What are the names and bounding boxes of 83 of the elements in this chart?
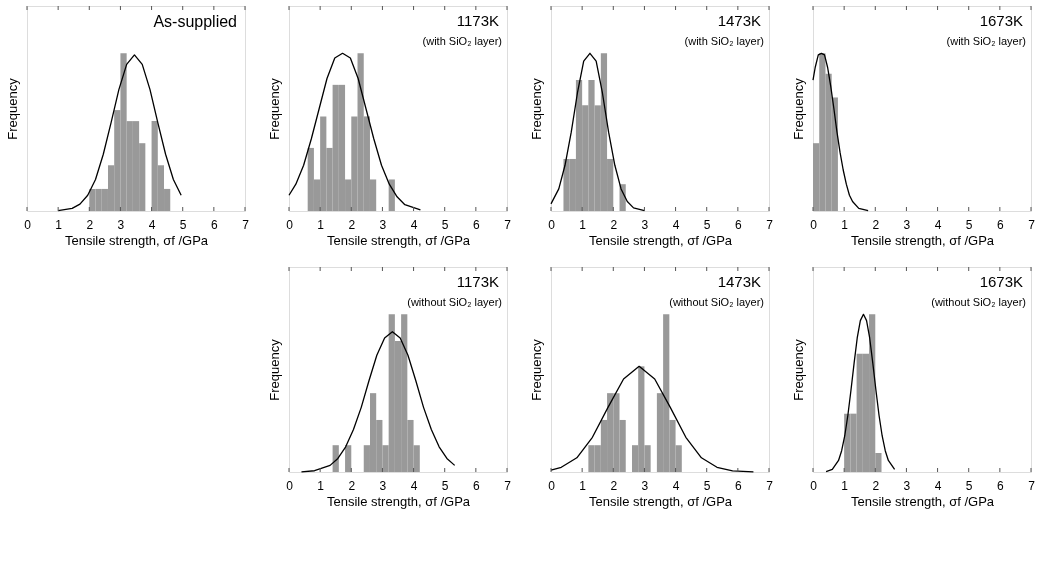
- x-tick-label: 1: [317, 478, 325, 493]
- y-axis-title: Frequency: [528, 77, 544, 140]
- x-tick-label: 1: [55, 217, 63, 232]
- x-tick-label: 0: [810, 478, 818, 493]
- x-tick-label: 5: [703, 217, 711, 232]
- x-tick-label: 3: [379, 478, 387, 493]
- x-tick-label: 0: [548, 478, 556, 493]
- x-tick-label: 2: [610, 217, 618, 232]
- x-tick-label: 3: [903, 478, 911, 493]
- x-axis-title: Tensile strength, σf /GPa: [326, 232, 471, 248]
- chart-subtitle: (with SiO₂ layer): [946, 35, 1026, 47]
- x-tick-label: 4: [672, 217, 680, 232]
- x-tick-label: 1: [579, 478, 587, 493]
- x-tick-label: 4: [672, 478, 680, 493]
- x-tick-label: 4: [410, 478, 418, 493]
- x-tick-label: 5: [965, 478, 973, 493]
- x-tick-label: 0: [548, 217, 556, 232]
- x-tick-label: 5: [441, 478, 449, 493]
- x-tick-label: 4: [934, 217, 942, 232]
- x-tick-label: 6: [997, 217, 1005, 232]
- x-tick-label: 1: [317, 217, 325, 232]
- x-tick-label: 3: [379, 217, 387, 232]
- chart-title: As-supplied: [153, 13, 237, 30]
- x-tick-label: 1: [579, 217, 587, 232]
- chart-title: 1473K: [717, 12, 761, 29]
- x-axis-title: Tensile strength, σf /GPa: [588, 232, 733, 248]
- x-tick-label: 0: [810, 217, 818, 232]
- y-axis-title: Frequency: [266, 338, 282, 401]
- x-axis-title: Tensile strength, σf /GPa: [326, 493, 471, 509]
- x-tick-label: 7: [504, 217, 512, 232]
- x-tick-label: 6: [735, 478, 743, 493]
- x-tick-label: 6: [473, 217, 481, 232]
- x-tick-label: 7: [1028, 478, 1036, 493]
- x-tick-label: 0: [286, 478, 294, 493]
- x-tick-label: 2: [348, 217, 356, 232]
- x-axis-title: Tensile strength, σf /GPa: [850, 493, 995, 509]
- x-tick-label: 2: [348, 478, 356, 493]
- chart-subtitle: (without SiO₂ layer): [931, 296, 1026, 308]
- x-tick-label: 4: [410, 217, 418, 232]
- chart-title: 1673K: [979, 273, 1023, 290]
- chart-subtitle: (with SiO₂ layer): [684, 35, 764, 47]
- x-tick-label: 2: [872, 478, 880, 493]
- y-axis-title: Frequency: [266, 77, 282, 140]
- x-tick-label: 2: [86, 217, 94, 232]
- chart-title: 1673K: [979, 12, 1023, 29]
- x-tick-label: 5: [441, 217, 449, 232]
- x-tick-label: 3: [903, 217, 911, 232]
- y-axis-title: Frequency: [790, 77, 806, 140]
- x-tick-label: 3: [117, 217, 125, 232]
- x-tick-label: 6: [735, 217, 743, 232]
- x-tick-label: 7: [242, 217, 250, 232]
- x-tick-label: 2: [610, 478, 618, 493]
- x-axis-title: Tensile strength, σf /GPa: [64, 232, 209, 248]
- x-tick-label: 0: [24, 217, 32, 232]
- chart-subtitle: (without SiO₂ layer): [669, 296, 764, 308]
- x-tick-label: 6: [473, 478, 481, 493]
- chart-title: 1173K: [456, 273, 499, 290]
- chart-subtitle: (with SiO₂ layer): [422, 35, 502, 47]
- x-tick-label: 2: [872, 217, 880, 232]
- x-tick-label: 4: [934, 478, 942, 493]
- y-axis-title: Frequency: [528, 338, 544, 401]
- x-axis-title: Tensile strength, σf /GPa: [850, 232, 995, 248]
- x-tick-label: 1: [841, 478, 849, 493]
- x-tick-label: 7: [1028, 217, 1036, 232]
- x-tick-label: 7: [766, 478, 774, 493]
- y-axis-title: Frequency: [790, 338, 806, 401]
- x-tick-label: 5: [703, 478, 711, 493]
- x-tick-label: 3: [641, 478, 649, 493]
- x-tick-label: 4: [148, 217, 156, 232]
- y-axis-title: Frequency: [4, 77, 20, 140]
- chart-subtitle: (without SiO₂ layer): [407, 296, 502, 308]
- x-axis-title: Tensile strength, σf /GPa: [588, 493, 733, 509]
- x-tick-label: 0: [286, 217, 294, 232]
- x-tick-label: 7: [766, 217, 774, 232]
- x-tick-label: 1: [841, 217, 849, 232]
- x-tick-label: 5: [179, 217, 187, 232]
- chart-title: 1473K: [717, 273, 761, 290]
- x-tick-label: 6: [211, 217, 219, 232]
- x-tick-label: 6: [997, 478, 1005, 493]
- x-tick-label: 3: [641, 217, 649, 232]
- chart-title: 1173K: [456, 12, 499, 29]
- x-tick-label: 7: [504, 478, 512, 493]
- x-tick-label: 5: [965, 217, 973, 232]
